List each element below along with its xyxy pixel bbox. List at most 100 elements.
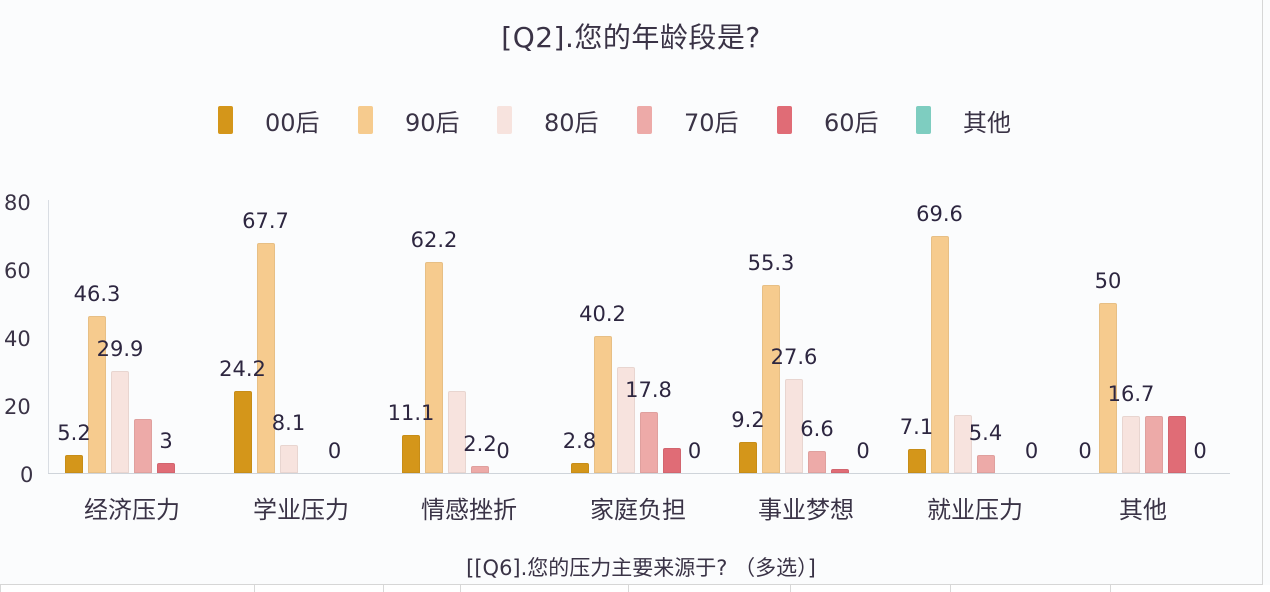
bar[interactable]	[1099, 303, 1117, 473]
legend-swatch-icon	[358, 106, 373, 134]
bar[interactable]	[785, 379, 803, 473]
data-label: 3	[159, 428, 173, 453]
data-label: 6.6	[800, 416, 834, 441]
legend-item-00[interactable]: 00后	[218, 104, 320, 137]
bar[interactable]	[907, 448, 926, 473]
category-label: 学业压力	[253, 496, 349, 524]
data-label: 27.6	[770, 345, 818, 370]
data-label: 5.2	[57, 421, 91, 446]
data-label: 50	[1094, 269, 1122, 293]
bar[interactable]	[1122, 416, 1140, 473]
category-label: 就业压力	[927, 496, 1023, 524]
legend-item-70[interactable]: 70后	[637, 104, 739, 137]
grid-line	[790, 585, 791, 592]
bar[interactable]	[279, 445, 298, 473]
data-label: 7.1	[899, 414, 934, 439]
bar[interactable]	[233, 390, 252, 473]
legend-swatch-icon	[637, 106, 652, 134]
data-label: 0	[1024, 439, 1039, 463]
bar[interactable]	[1168, 416, 1186, 473]
bar[interactable]	[88, 315, 106, 473]
bar[interactable]	[448, 391, 466, 473]
data-label: 46.3	[73, 281, 121, 306]
category-label: 情感挫折	[421, 496, 517, 524]
y-tick-label: 20	[4, 395, 31, 419]
legend-label: 70后	[684, 108, 739, 137]
y-tick-label: 40	[4, 327, 31, 351]
bar[interactable]	[402, 435, 420, 473]
legend-item-60[interactable]: 60后	[777, 104, 879, 137]
bar[interactable]	[1145, 416, 1163, 473]
bar[interactable]	[662, 447, 681, 473]
bar[interactable]	[256, 242, 275, 473]
legend-swatch-icon	[497, 106, 512, 134]
bar[interactable]	[808, 450, 826, 473]
data-label: 16.7	[1107, 382, 1155, 407]
bar[interactable]	[639, 412, 658, 473]
category-label: 事业梦想	[758, 496, 854, 524]
legend-label: 90后	[405, 108, 460, 137]
data-label: 24.2	[219, 356, 266, 381]
grid-line	[0, 585, 1, 592]
data-label: 0	[687, 439, 702, 463]
data-label: 8.1	[271, 411, 306, 436]
data-label: 55.3	[747, 250, 795, 275]
bar[interactable]	[570, 463, 589, 473]
data-label: 11.1	[387, 401, 435, 426]
grid-line	[950, 585, 951, 592]
data-label: 0	[327, 439, 342, 463]
chart-title: [Q2].您的年龄段是?	[501, 21, 761, 54]
legend-label: 60后	[824, 108, 879, 137]
bar[interactable]	[157, 462, 175, 473]
bar[interactable]	[616, 366, 635, 473]
grid-line	[460, 585, 461, 592]
bar[interactable]	[593, 336, 612, 473]
bar[interactable]	[930, 236, 949, 473]
data-label: 5.4	[968, 420, 1003, 445]
y-tick-label: 60	[4, 259, 31, 283]
grid-line	[254, 585, 255, 592]
legend-swatch-icon	[218, 106, 233, 134]
bar[interactable]	[134, 418, 152, 473]
grid-line	[628, 585, 629, 592]
data-label: 0	[1078, 439, 1092, 463]
category-label: 其他	[1119, 496, 1167, 524]
spreadsheet-grid-strip	[0, 585, 1270, 592]
y-axis-line	[48, 200, 49, 474]
category-label: 经济压力	[84, 496, 180, 524]
data-label: 69.6	[916, 202, 963, 227]
bar[interactable]	[953, 415, 972, 473]
x-axis-line	[48, 473, 1230, 474]
data-label: 40.2	[579, 302, 626, 327]
legend-item-other[interactable]: 其他	[916, 104, 1011, 137]
data-label: 62.2	[410, 227, 458, 252]
y-tick-label: 0	[20, 463, 34, 487]
y-tick-label: 80	[4, 191, 31, 215]
bar[interactable]	[65, 455, 83, 473]
legend-label: 80后	[544, 108, 599, 137]
legend-swatch-icon	[777, 106, 792, 134]
legend-label: 其他	[963, 108, 1011, 137]
data-label: 0	[496, 439, 510, 463]
bar[interactable]	[831, 468, 849, 473]
data-label: 2.2	[463, 431, 497, 456]
data-label: 0	[856, 439, 870, 463]
legend-item-80[interactable]: 80后	[497, 104, 599, 137]
bar[interactable]	[976, 454, 995, 473]
bar[interactable]	[425, 261, 443, 473]
data-label: 29.9	[96, 337, 144, 362]
data-label: 0	[1193, 439, 1207, 463]
legend-item-90[interactable]: 90后	[358, 104, 460, 137]
category-label: 家庭负担	[590, 496, 686, 524]
bar[interactable]	[471, 465, 489, 473]
bar[interactable]	[111, 371, 129, 473]
data-label: 2.8	[562, 429, 597, 454]
x-axis-title: [[Q6].您的压力主要来源于? （多选）]	[466, 556, 816, 580]
bar[interactable]	[739, 441, 757, 473]
bar[interactable]	[762, 284, 780, 473]
data-label: 67.7	[242, 208, 289, 233]
legend-swatch-icon	[916, 106, 931, 134]
data-label: 9.2	[731, 407, 765, 432]
